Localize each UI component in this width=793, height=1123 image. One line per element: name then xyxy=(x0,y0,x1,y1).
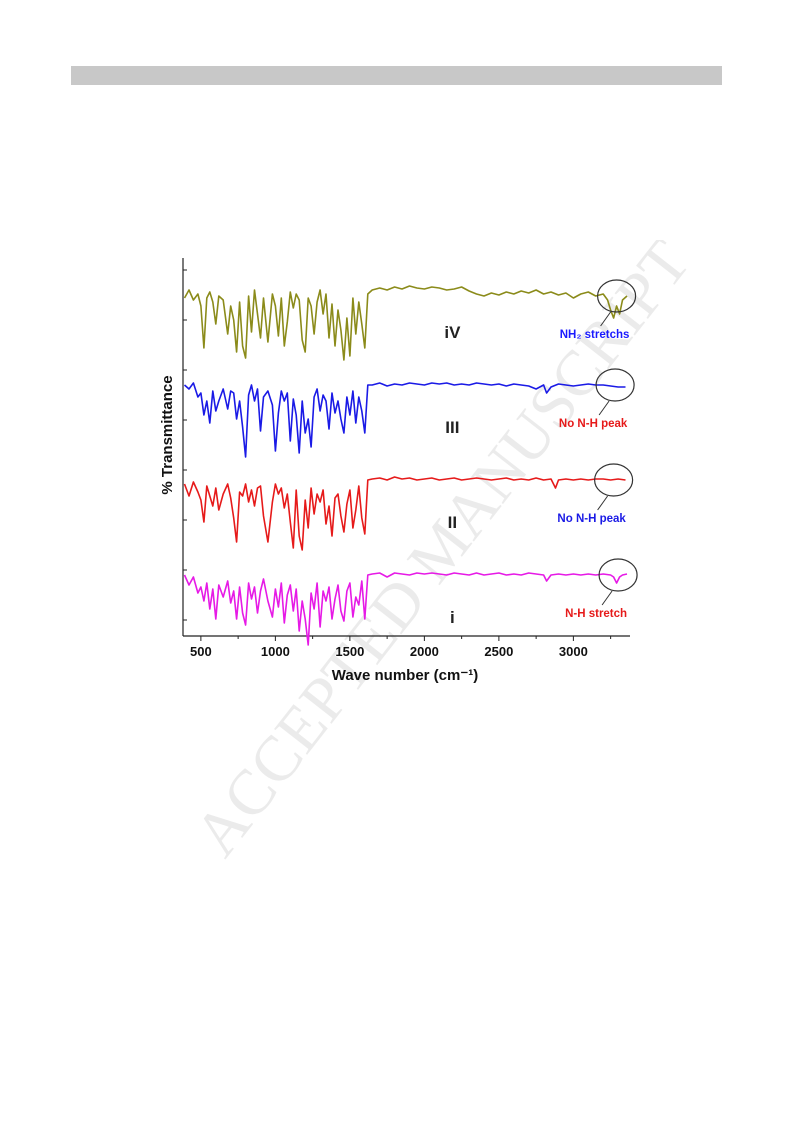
x-tick-label: 500 xyxy=(190,644,212,659)
annotation-pointer-0 xyxy=(600,311,611,327)
series-line-0 xyxy=(183,285,628,361)
annotation-text-1: No N-H peak xyxy=(559,418,628,430)
y-axis-label: % Transmittance xyxy=(159,375,176,494)
annotation-circle-1 xyxy=(595,368,635,402)
series-label-2: II xyxy=(448,513,457,532)
ir-spectra-chart: 500 1000 1500 2000 2500 3000 iV NH₂ stretchs II… xyxy=(159,258,638,684)
x-tick-label: 3000 xyxy=(559,644,588,659)
x-tick-label: 1500 xyxy=(335,644,364,659)
page-header-bar xyxy=(71,66,722,85)
annotations: iV NH₂ stretchs III No N-H peak II No N-H pea… xyxy=(444,279,638,627)
series-group xyxy=(183,285,628,646)
x-tick-label: 2000 xyxy=(410,644,439,659)
annotation-text-3: N-H stretch xyxy=(565,608,627,620)
annotation-circle-2 xyxy=(594,463,634,497)
x-tick-label: 1000 xyxy=(261,644,290,659)
series-line-2 xyxy=(183,476,626,551)
x-axis-label: Wave number (cm⁻¹) xyxy=(332,667,479,684)
x-tick-label: 2500 xyxy=(484,644,513,659)
annotation-text-0: NH₂ stretchs xyxy=(560,329,630,341)
series-label-3: i xyxy=(450,608,455,627)
annotation-text-2: No N-H peak xyxy=(557,513,626,525)
annotation-pointer-1 xyxy=(598,400,610,416)
series-label-1: III xyxy=(445,418,459,437)
series-line-3 xyxy=(183,572,628,646)
annotation-circle-0 xyxy=(596,279,637,313)
axes: 500 1000 1500 2000 2500 3000 xyxy=(182,258,630,659)
annotation-circle-3 xyxy=(598,558,638,592)
annotation-pointer-2 xyxy=(597,495,609,511)
series-label-0: iV xyxy=(444,323,461,342)
series-line-1 xyxy=(183,382,626,458)
annotation-pointer-3 xyxy=(601,590,613,606)
